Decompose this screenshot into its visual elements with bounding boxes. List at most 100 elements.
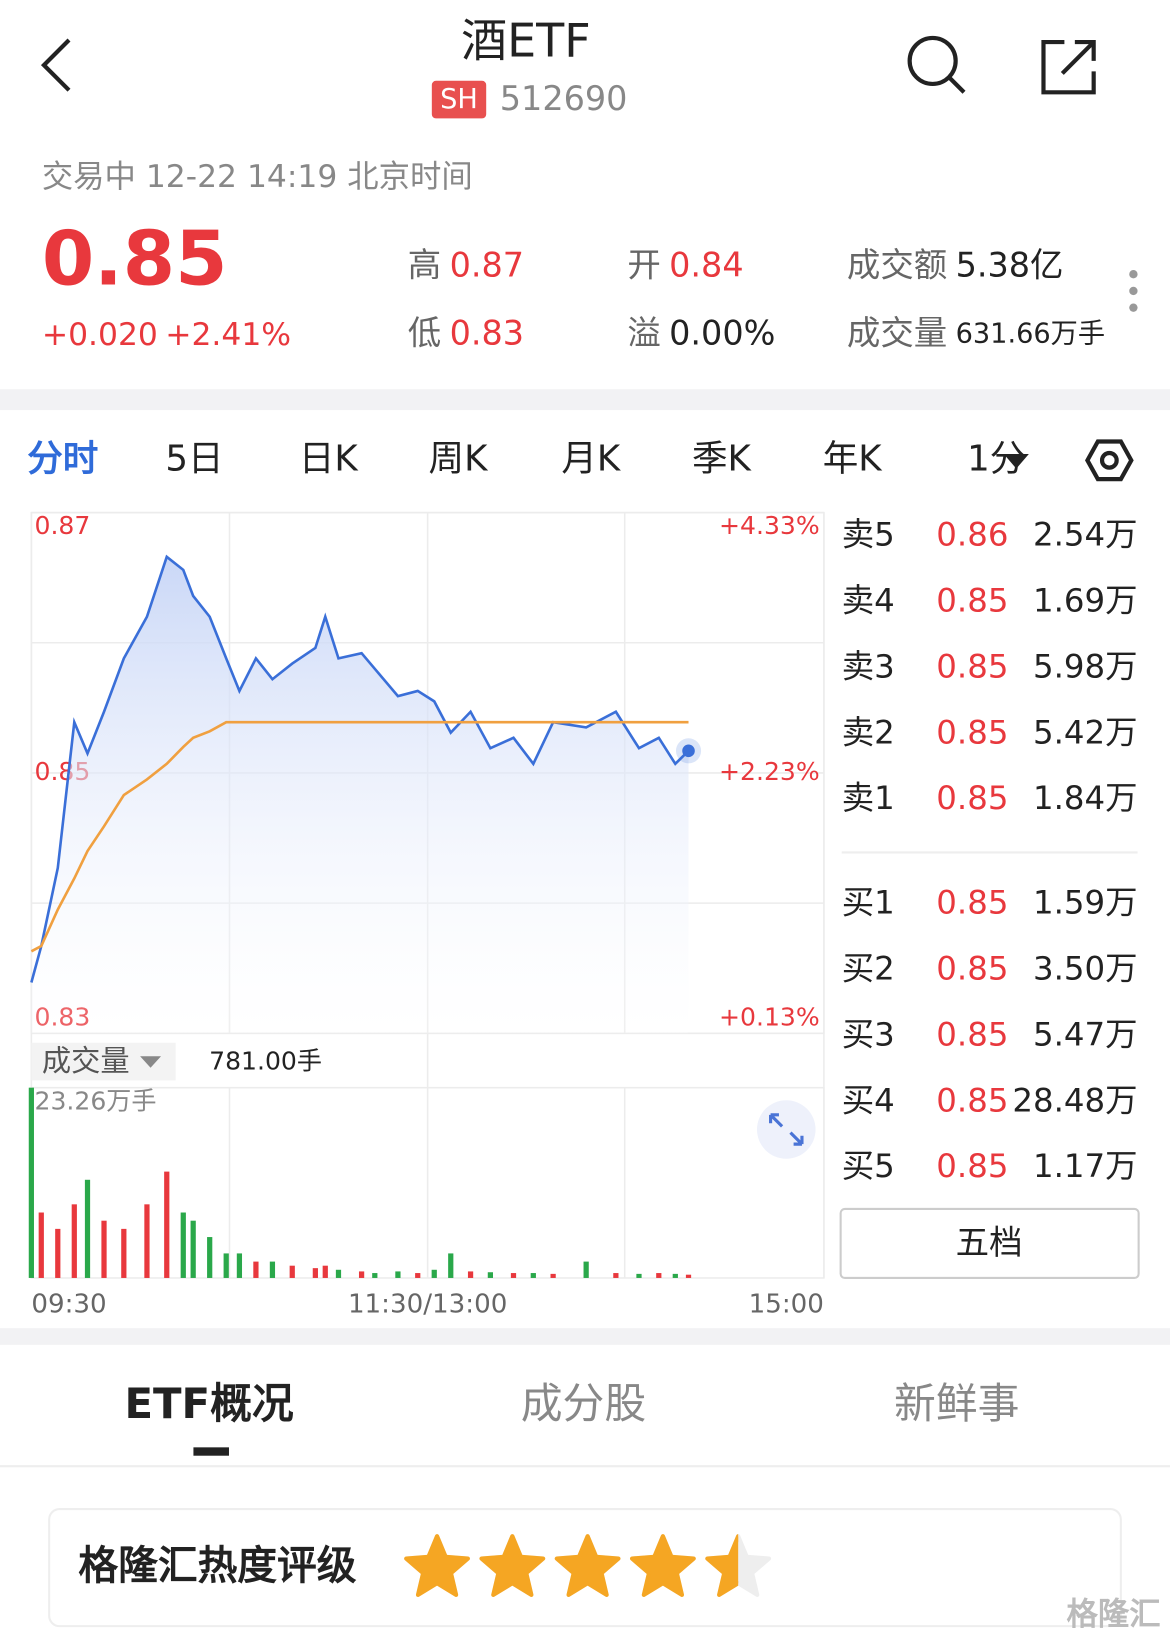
volume-bar xyxy=(28,1087,34,1278)
volume-bar xyxy=(38,1212,44,1278)
star xyxy=(554,1534,621,1597)
stat-label: 成交额 xyxy=(847,245,947,284)
book-label: 卖3 xyxy=(842,647,895,685)
volume-bar xyxy=(121,1228,127,1278)
volume-bar xyxy=(583,1261,589,1278)
book-volume: 1.84万 xyxy=(1033,779,1138,817)
volume-bar xyxy=(636,1273,642,1278)
stat-value: 631.66万手 xyxy=(956,318,1105,349)
stat-label: 溢 xyxy=(627,313,660,352)
y-tick-label: 0.87 xyxy=(35,511,91,540)
volume-bar xyxy=(431,1269,437,1278)
volume-bar xyxy=(358,1271,365,1278)
back-button[interactable] xyxy=(40,38,71,92)
stat-value: 0.83 xyxy=(450,313,524,352)
y2-tick-label: +2.23% xyxy=(719,757,820,786)
star xyxy=(404,1534,470,1597)
book-volume: 1.17万 xyxy=(1033,1147,1138,1185)
book-price: 0.85 xyxy=(936,647,1008,685)
price-change-pct: +2.41% xyxy=(165,317,291,353)
book-price: 0.85 xyxy=(936,950,1008,988)
volume-bar xyxy=(530,1273,536,1278)
volume-bar xyxy=(55,1228,61,1278)
dropdown-arrow[interactable] xyxy=(1003,454,1029,469)
active-tab-indicator xyxy=(193,1447,229,1456)
star xyxy=(629,1534,696,1597)
content-tab[interactable]: 新鲜事 xyxy=(894,1379,1019,1428)
last-price: 0.85 xyxy=(42,214,228,302)
book-price: 0.85 xyxy=(936,1147,1008,1185)
volume-bar xyxy=(672,1273,678,1278)
volume-bar xyxy=(180,1212,186,1278)
book-volume: 5.42万 xyxy=(1033,713,1138,751)
book-price: 0.85 xyxy=(936,779,1008,817)
title: 酒ETF xyxy=(461,14,591,68)
content-tabs: ETF概况 成分股 新鲜事 xyxy=(124,1379,1019,1428)
period-tabs: 分时 5日 日K 周K 月K 季K 年K 1分 xyxy=(27,438,1025,479)
rating-stars xyxy=(404,1534,772,1597)
book-price: 0.85 xyxy=(936,713,1008,751)
price-change: +0.020 xyxy=(42,317,158,353)
period-tab[interactable]: 日K xyxy=(299,438,360,479)
content-tab[interactable]: ETF概况 xyxy=(124,1379,293,1428)
more-button[interactable] xyxy=(1129,270,1138,312)
volume-bar xyxy=(253,1261,259,1278)
volume-bar xyxy=(656,1273,662,1278)
book-label: 卖4 xyxy=(842,582,895,620)
share-button[interactable] xyxy=(1041,40,1096,95)
book-volume: 1.69万 xyxy=(1033,582,1138,620)
period-tab[interactable]: 季K xyxy=(692,438,753,479)
watermark: 格隆汇 xyxy=(1066,1597,1160,1633)
volume-bar xyxy=(289,1265,295,1278)
volume-bar xyxy=(685,1274,692,1278)
separator xyxy=(0,1328,1170,1345)
book-price: 0.86 xyxy=(936,516,1008,554)
x-tick-label: 15:00 xyxy=(749,1290,824,1320)
volume-bar xyxy=(322,1265,328,1278)
volume-bar xyxy=(550,1273,556,1278)
book-label: 买1 xyxy=(842,884,895,922)
expand-button[interactable] xyxy=(756,1100,816,1159)
book-price: 0.85 xyxy=(936,884,1008,922)
stat-label: 成交量 xyxy=(847,313,947,352)
code: 512690 xyxy=(500,79,628,118)
book-label: 买4 xyxy=(842,1081,895,1119)
volume-bar xyxy=(395,1271,401,1278)
stat-label: 高 xyxy=(408,245,441,284)
depth-button[interactable] xyxy=(839,1207,1140,1280)
star xyxy=(705,1534,739,1597)
volume-bar xyxy=(101,1220,107,1278)
book-volume: 2.54万 xyxy=(1033,516,1138,554)
volume-bar xyxy=(207,1237,213,1278)
book-price: 0.85 xyxy=(936,1081,1008,1119)
trade-status: 交易中 12-22 14:19 北京时间 xyxy=(42,159,473,195)
stat-value: 5.38亿 xyxy=(956,245,1064,284)
period-tab[interactable]: 分时 xyxy=(27,438,98,479)
period-tab[interactable]: 月K xyxy=(561,438,622,479)
volume-bar xyxy=(71,1204,77,1278)
period-tab[interactable]: 5日 xyxy=(165,438,223,479)
current-volume: 781.00手 xyxy=(209,1047,322,1076)
book-label: 卖5 xyxy=(842,516,895,554)
book-label: 买2 xyxy=(842,950,895,988)
volume-bar xyxy=(613,1273,619,1278)
volume-bar xyxy=(487,1272,493,1278)
volume-bar xyxy=(372,1273,378,1278)
content-tab[interactable]: 成分股 xyxy=(521,1379,646,1428)
book-label: 买3 xyxy=(842,1015,895,1053)
volume-bar xyxy=(84,1179,91,1278)
search-button[interactable] xyxy=(907,35,966,94)
book-volume: 1.59万 xyxy=(1033,884,1138,922)
x-tick-label: 09:30 xyxy=(31,1290,106,1320)
book-price: 0.85 xyxy=(936,1015,1008,1053)
stat-value: 0.00% xyxy=(669,313,775,352)
dropdown-arrow xyxy=(140,1056,162,1068)
period-tab[interactable]: 年K xyxy=(823,438,884,479)
settings-button[interactable] xyxy=(1085,439,1134,482)
book-volume: 5.98万 xyxy=(1033,647,1138,685)
period-tab[interactable]: 周K xyxy=(429,438,490,479)
rating-label: 格隆汇热度评级 xyxy=(78,1543,356,1589)
